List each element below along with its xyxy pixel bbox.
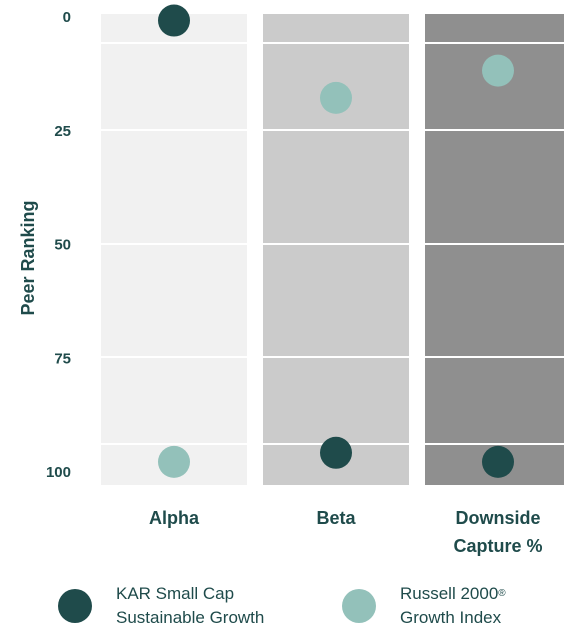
peer-ranking-chart: 0 25 50 75 100 Alpha Beta Downside Capture % Pe… — [18, 4, 564, 556]
category-band-0 — [101, 14, 247, 485]
legend-label-russell-rest: Growth Index — [400, 608, 502, 627]
x-tick-label-1: Beta — [316, 508, 356, 528]
category-band-2 — [425, 14, 564, 485]
y-tick-label-100: 100 — [46, 464, 71, 481]
x-tick-label-0: Alpha — [149, 508, 200, 528]
legend-item-kar: KAR Small Cap Sustainable Growth — [58, 582, 264, 630]
x-tick-label-2: Downside Capture % — [453, 508, 542, 556]
y-tick-label-25: 25 — [54, 123, 71, 140]
point-series0-0 — [158, 4, 190, 37]
y-axis-label: Peer Ranking — [18, 200, 38, 315]
legend-label-russell: Russell 2000® Growth Index — [400, 582, 506, 630]
point-series0-1 — [320, 436, 352, 469]
y-tick-label-50: 50 — [54, 237, 71, 254]
legend-swatch-russell — [342, 589, 376, 623]
data-points — [158, 4, 514, 478]
legend-label-russell-main: Russell 2000 — [400, 584, 499, 603]
legend-label-kar: KAR Small Cap Sustainable Growth — [116, 584, 265, 627]
point-series1-2 — [482, 54, 514, 87]
y-tick-label-75: 75 — [54, 350, 71, 367]
point-series1-1 — [320, 81, 352, 114]
legend-item-russell: Russell 2000® Growth Index — [342, 582, 506, 630]
y-tick-labels: 0 25 50 75 100 — [46, 9, 71, 481]
y-tick-label-0: 0 — [63, 9, 71, 26]
point-series1-0 — [158, 445, 190, 478]
registered-mark: ® — [498, 588, 506, 599]
x-tick-labels: Alpha Beta Downside Capture % — [149, 508, 543, 556]
point-series0-2 — [482, 445, 514, 478]
legend-swatch-kar — [58, 589, 92, 623]
